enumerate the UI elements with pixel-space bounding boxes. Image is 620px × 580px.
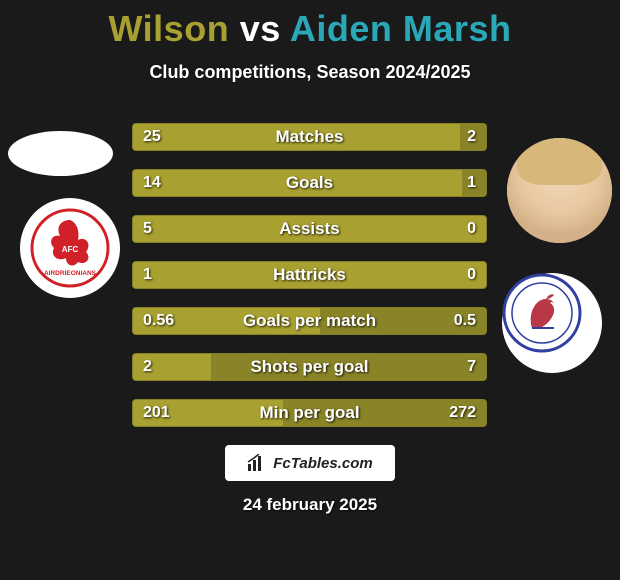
player1-club-badge: AIRDRIEONIANS AFC [20,198,120,298]
stat-bar: 27Shots per goal [132,353,487,381]
subtitle: Club competitions, Season 2024/2025 [0,62,620,83]
club-badge-right [502,273,582,353]
player1-name: Wilson [109,8,230,49]
stat-label: Matches [133,127,486,147]
stat-label: Hattricks [133,265,486,285]
player2-club-badge [502,273,602,373]
stat-bar: 141Goals [132,169,487,197]
brand-logo: FcTables.com [225,445,395,481]
player1-avatar [8,131,113,176]
vs-text: vs [240,8,281,49]
stat-label: Assists [133,219,486,239]
chart-icon [247,454,269,472]
comparison-stage: AIRDRIEONIANS AFC 252Matches 141Goals 50As… [0,123,620,427]
svg-text:AFC: AFC [62,245,79,254]
stat-label: Goals per match [133,311,486,331]
stat-bar: 10Hattricks [132,261,487,289]
page-title: Wilson vs Aiden Marsh [0,0,620,50]
brand-text: FcTables.com [273,455,372,472]
stat-bar: 50Assists [132,215,487,243]
stat-bar: 0.560.5Goals per match [132,307,487,335]
player2-name: Aiden Marsh [290,8,512,49]
player2-avatar [507,138,612,243]
stat-label: Goals [133,173,486,193]
stat-label: Shots per goal [133,357,486,377]
date-text: 24 february 2025 [0,495,620,515]
svg-text:AIRDRIEONIANS: AIRDRIEONIANS [44,270,97,277]
stat-bar: 201272Min per goal [132,399,487,427]
stat-label: Min per goal [133,403,486,423]
stat-bars: 252Matches 141Goals 50Assists 10Hattricks 0.… [132,123,487,427]
stat-bar: 252Matches [132,123,487,151]
club-badge-afc: AIRDRIEONIANS AFC [30,208,110,288]
